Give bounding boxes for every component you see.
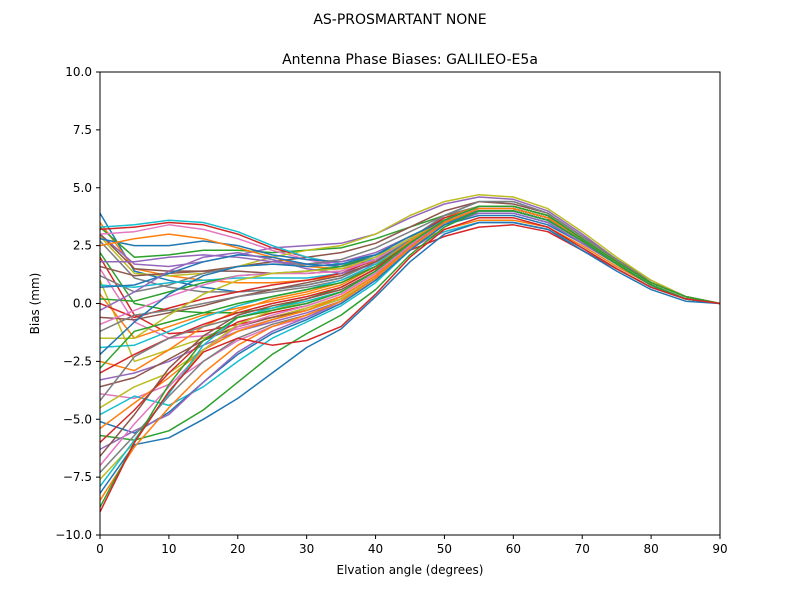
- series-line-43: [100, 210, 720, 441]
- series-line-51: [100, 221, 720, 494]
- x-tick-label: 30: [299, 542, 314, 556]
- x-tick-label: 0: [96, 542, 104, 556]
- x-tick-label: 60: [506, 542, 521, 556]
- x-tick-label: 70: [575, 542, 590, 556]
- x-tick-label: 10: [161, 542, 176, 556]
- series-layer: [100, 193, 720, 513]
- y-tick-label: 2.5: [73, 239, 92, 253]
- x-tick-label: 90: [712, 542, 727, 556]
- y-axis-label: Bias (mm): [28, 273, 42, 335]
- chart-title: Antenna Phase Biases: GALILEO-E5a: [282, 52, 538, 68]
- y-tick-label: 10.0: [65, 65, 92, 79]
- x-tick-label: 20: [230, 542, 245, 556]
- x-tick-label: 40: [368, 542, 383, 556]
- x-axis-label: Elvation angle (degrees): [337, 563, 484, 577]
- y-tick-label: −10.0: [55, 528, 92, 542]
- x-tick-label: 50: [437, 542, 452, 556]
- y-tick-label: 0.0: [73, 297, 92, 311]
- y-tick-label: −5.0: [63, 412, 92, 426]
- y-axis: −10.0 −7.5 −5.0 −2.5 0.0 2.5 5.0 7.5 10.0: [55, 65, 100, 542]
- figure-suptitle: AS-PROSMARTANT NONE: [313, 12, 486, 28]
- y-tick-label: −7.5: [63, 470, 92, 484]
- series-line-53: [100, 205, 720, 508]
- x-tick-label: 80: [643, 542, 658, 556]
- y-tick-label: −2.5: [63, 354, 92, 368]
- series-line-54: [100, 217, 720, 513]
- y-tick-label: 5.0: [73, 181, 92, 195]
- x-axis: 0 10 20 30 40 50 60 70 80 90: [96, 535, 728, 556]
- y-tick-label: 7.5: [73, 123, 92, 137]
